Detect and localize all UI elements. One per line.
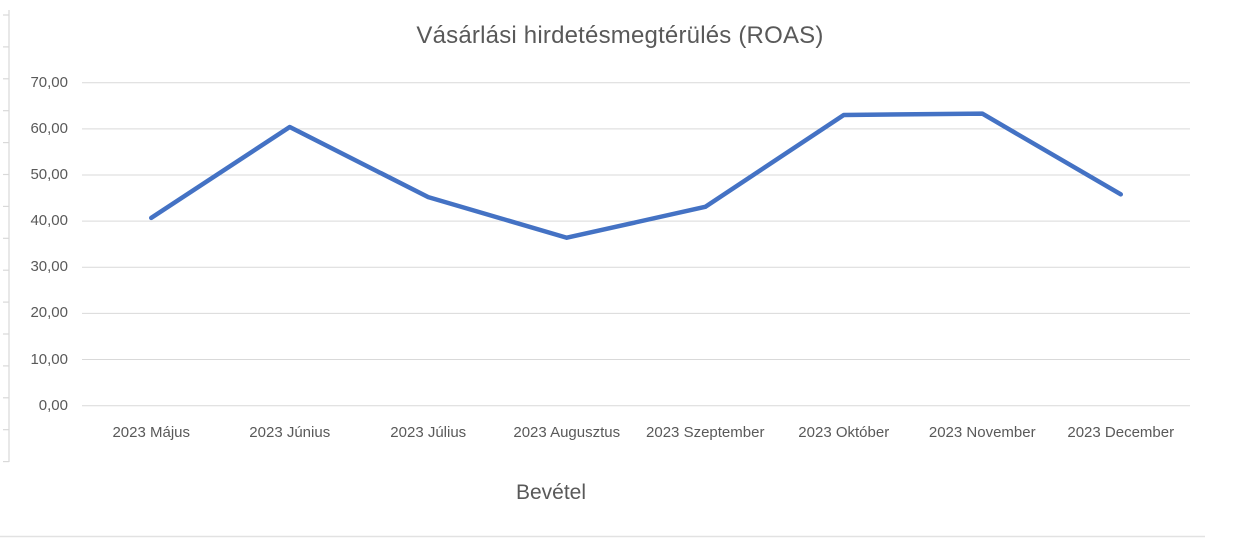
y-axis-tick-label: 20,00	[30, 304, 68, 322]
y-axis-tick-label: 50,00	[30, 165, 68, 183]
y-axis-tick-label: 60,00	[30, 119, 68, 137]
y-axis-tick-label: 30,00	[30, 258, 68, 276]
x-axis-tick-label: 2023 December	[1067, 424, 1175, 441]
y-axis-tick-label: 10,00	[30, 350, 68, 368]
x-axis-tick-label: 2023 Május	[112, 424, 191, 441]
x-axis-tick-label: 2023 November	[928, 424, 1036, 441]
x-axis-tick-label: 2023 Július	[390, 424, 467, 441]
x-axis-tick-label: 2023 Szeptember	[646, 424, 765, 441]
x-axis-tick-label: 2023 Október	[798, 424, 890, 441]
chart-title: Vásárlási hirdetésmegtérülés (ROAS)	[416, 22, 824, 49]
y-axis-tick-label: 70,00	[30, 73, 68, 91]
y-axis-tick-label: 40,00	[30, 212, 68, 230]
series-line-bevetel	[149, 111, 1123, 240]
x-axis-tick-label: 2023 Június	[249, 424, 331, 441]
x-axis-tick-label: 2023 Augusztus	[513, 424, 621, 441]
y-axis-tick-label: 0,00	[38, 396, 68, 414]
series-label: Bevétel	[515, 481, 587, 504]
